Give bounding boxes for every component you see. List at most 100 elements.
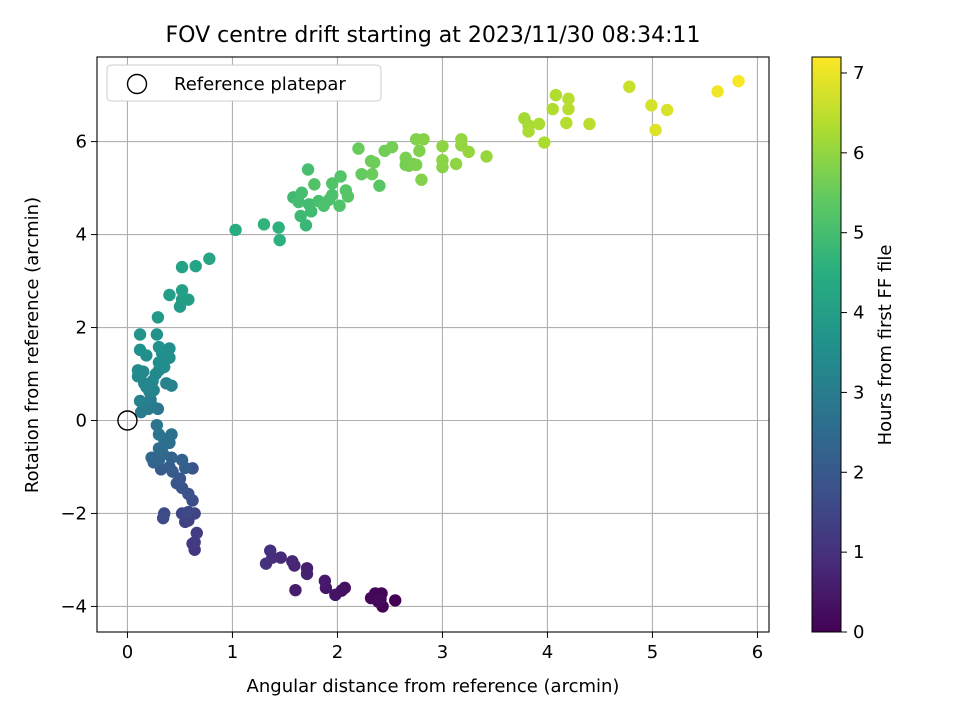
data-point: [152, 428, 166, 441]
data-point: [436, 153, 449, 167]
colorbar-tick-label: 5: [853, 223, 864, 244]
data-point: [175, 260, 189, 274]
data-point: [562, 92, 575, 106]
colorbar-tick-label: 2: [853, 462, 864, 483]
data-point: [462, 145, 475, 159]
y-tick-label: −2: [60, 503, 87, 524]
data-point: [455, 133, 468, 146]
reference-platepar-marker: [117, 410, 138, 431]
plot-frame: [96, 56, 770, 633]
data-point: [374, 592, 387, 606]
legend-box: [106, 64, 382, 102]
data-point: [163, 460, 176, 474]
data-point: [302, 198, 316, 211]
data-point: [133, 394, 147, 408]
x-tick-label: 5: [647, 642, 658, 663]
data-point: [368, 156, 381, 169]
y-tick-label: 6: [76, 132, 87, 153]
data-point: [449, 157, 463, 171]
colorbar-tick-label: 3: [853, 382, 864, 403]
data-point: [415, 173, 428, 186]
data-point: [522, 125, 535, 138]
data-point: [152, 340, 166, 354]
y-axis-label: Rotation from reference (arcmin): [22, 197, 43, 493]
data-point: [538, 136, 551, 149]
data-point: [649, 123, 662, 137]
data-point: [417, 133, 430, 146]
data-point: [272, 221, 285, 234]
data-point: [352, 142, 365, 155]
colorbar-tick-label: 6: [853, 143, 864, 164]
legend-marker: [126, 73, 148, 95]
data-point: [257, 218, 271, 231]
data-point: [299, 219, 313, 232]
data-point: [165, 428, 178, 441]
data-point: [365, 167, 379, 181]
data-point: [341, 190, 355, 203]
data-point: [229, 223, 242, 237]
data-point: [326, 188, 339, 202]
data-point: [131, 364, 145, 377]
colorbar-tick-label: 0: [853, 622, 864, 643]
data-point: [660, 103, 674, 117]
legend: Reference platepar: [106, 64, 382, 102]
y-tick-label: 0: [76, 411, 87, 432]
data-point: [264, 544, 277, 557]
y-tick-label: −4: [60, 596, 87, 617]
reference-point: [117, 410, 138, 431]
x-tick-label: 6: [752, 642, 763, 663]
data-point: [150, 418, 164, 432]
data-point: [645, 99, 658, 112]
data-point: [436, 140, 449, 153]
colorbar-ticks: 0 1 2 3 4 5 6 7: [841, 63, 864, 643]
data-point: [560, 116, 573, 130]
x-tick-label: 1: [227, 642, 238, 663]
data-point: [301, 163, 315, 176]
data-point: [294, 209, 307, 223]
data-point: [133, 343, 147, 357]
data-point: [286, 555, 299, 568]
data-point: [623, 80, 636, 93]
data-point: [182, 293, 195, 306]
data-point: [308, 178, 321, 191]
data-point: [373, 179, 386, 192]
data-point: [480, 150, 493, 163]
data-point: [300, 567, 314, 581]
data-point: [711, 85, 724, 98]
data-point: [389, 594, 402, 607]
data-point: [532, 117, 546, 131]
data-point: [562, 102, 575, 116]
data-point: [410, 158, 423, 172]
data-point: [583, 117, 596, 131]
data-points: [131, 74, 745, 613]
data-point: [318, 574, 332, 588]
data-point: [163, 288, 176, 302]
data-point: [151, 311, 165, 324]
data-point: [134, 405, 148, 419]
data-point: [326, 177, 339, 190]
x-tick-label: 3: [437, 642, 448, 663]
data-point: [259, 557, 273, 570]
data-point: [182, 505, 195, 519]
data-point: [133, 328, 147, 341]
x-tick-label: 2: [332, 642, 343, 663]
data-point: [189, 259, 202, 273]
data-point: [156, 511, 170, 525]
data-point: [732, 74, 745, 88]
x-tick-label: 4: [542, 642, 553, 663]
y-axis-ticks: −4 −2 0 2 4 6: [60, 132, 97, 617]
data-point: [175, 284, 189, 297]
data-point: [334, 170, 347, 183]
data-point: [549, 88, 563, 102]
data-point: [333, 199, 346, 212]
data-point: [186, 537, 199, 550]
data-point: [295, 186, 308, 199]
data-point: [317, 199, 330, 212]
colorbar-tick-label: 4: [853, 303, 864, 324]
y-tick-label: 2: [76, 318, 87, 339]
x-tick-label: 0: [122, 642, 133, 663]
data-point: [175, 453, 189, 467]
data-point: [355, 167, 368, 181]
data-point: [163, 342, 176, 355]
